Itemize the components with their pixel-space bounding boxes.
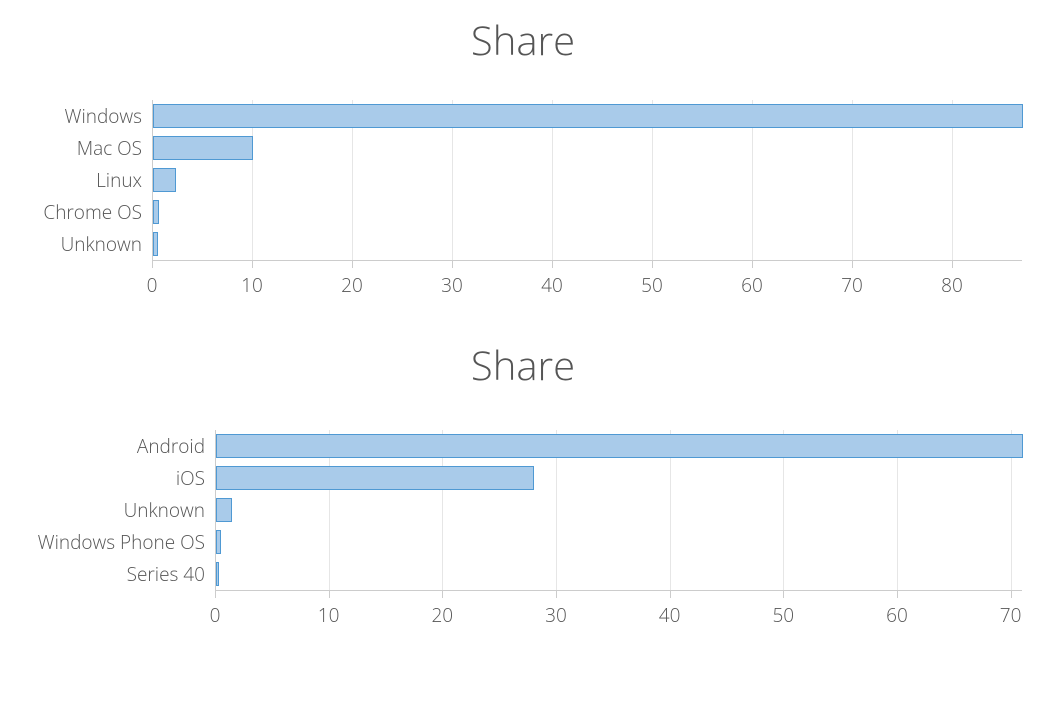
x-tick-label: 50	[641, 272, 663, 298]
x-tick	[752, 260, 753, 268]
y-category-label: Windows	[65, 103, 153, 129]
y-category-label: Windows Phone OS	[38, 529, 215, 555]
chart-title: Share	[0, 12, 1046, 67]
bar	[216, 530, 221, 553]
x-tick	[552, 260, 553, 268]
x-tick-label: 10	[318, 602, 340, 628]
bar	[216, 466, 534, 489]
x-tick	[670, 590, 671, 598]
x-tick	[852, 260, 853, 268]
x-tick	[352, 260, 353, 268]
plot-area: 010203040506070AndroidiOSUnknownWindows …	[215, 430, 1022, 590]
x-tick-label: 70	[841, 272, 863, 298]
x-tick	[252, 260, 253, 268]
x-tick-label: 60	[741, 272, 763, 298]
x-tick-label: 10	[241, 272, 263, 298]
x-tick-label: 50	[772, 602, 794, 628]
x-tick-label: 40	[659, 602, 681, 628]
x-tick	[452, 260, 453, 268]
x-tick-label: 0	[147, 272, 158, 298]
bar	[216, 434, 1023, 457]
y-category-label: Android	[137, 433, 215, 459]
x-tick-label: 20	[431, 602, 453, 628]
y-category-label: Linux	[96, 167, 152, 193]
bar	[153, 136, 253, 159]
x-tick	[897, 590, 898, 598]
x-tick	[1011, 590, 1012, 598]
x-tick-label: 70	[1000, 602, 1022, 628]
x-tick-label: 20	[341, 272, 363, 298]
x-tick	[215, 590, 216, 598]
page-root: { "layout": { "page_width": 1046, "page_…	[0, 0, 1046, 709]
x-tick-label: 60	[886, 602, 908, 628]
y-category-label: Series 40	[127, 561, 215, 587]
x-tick	[556, 590, 557, 598]
bar	[216, 562, 219, 585]
bar	[153, 168, 176, 191]
chart-title: Share	[0, 337, 1046, 392]
plot-area: 01020304050607080WindowsMac OSLinuxChrom…	[152, 100, 1022, 260]
bar	[216, 498, 232, 521]
x-tick	[952, 260, 953, 268]
chart-desktop-os-share: Share 01020304050607080WindowsMac OSLinu…	[0, 0, 1046, 310]
y-category-label: Unknown	[61, 231, 152, 257]
x-tick	[652, 260, 653, 268]
x-tick	[442, 590, 443, 598]
x-tick-label: 0	[210, 602, 221, 628]
y-category-label: Mac OS	[77, 135, 152, 161]
bar	[153, 104, 1023, 127]
bar	[153, 232, 158, 255]
x-tick	[329, 590, 330, 598]
y-category-label: Unknown	[124, 497, 215, 523]
chart-mobile-os-share: Share 010203040506070AndroidiOSUnknownWi…	[0, 325, 1046, 685]
x-tick-label: 30	[441, 272, 463, 298]
x-axis-line	[215, 590, 1022, 591]
x-axis-line	[152, 260, 1022, 261]
x-tick-label: 30	[545, 602, 567, 628]
y-category-label: iOS	[176, 465, 215, 491]
x-tick-label: 40	[541, 272, 563, 298]
x-tick	[783, 590, 784, 598]
x-tick-label: 80	[941, 272, 963, 298]
y-category-label: Chrome OS	[43, 199, 152, 225]
bar	[153, 200, 159, 223]
x-tick	[152, 260, 153, 268]
